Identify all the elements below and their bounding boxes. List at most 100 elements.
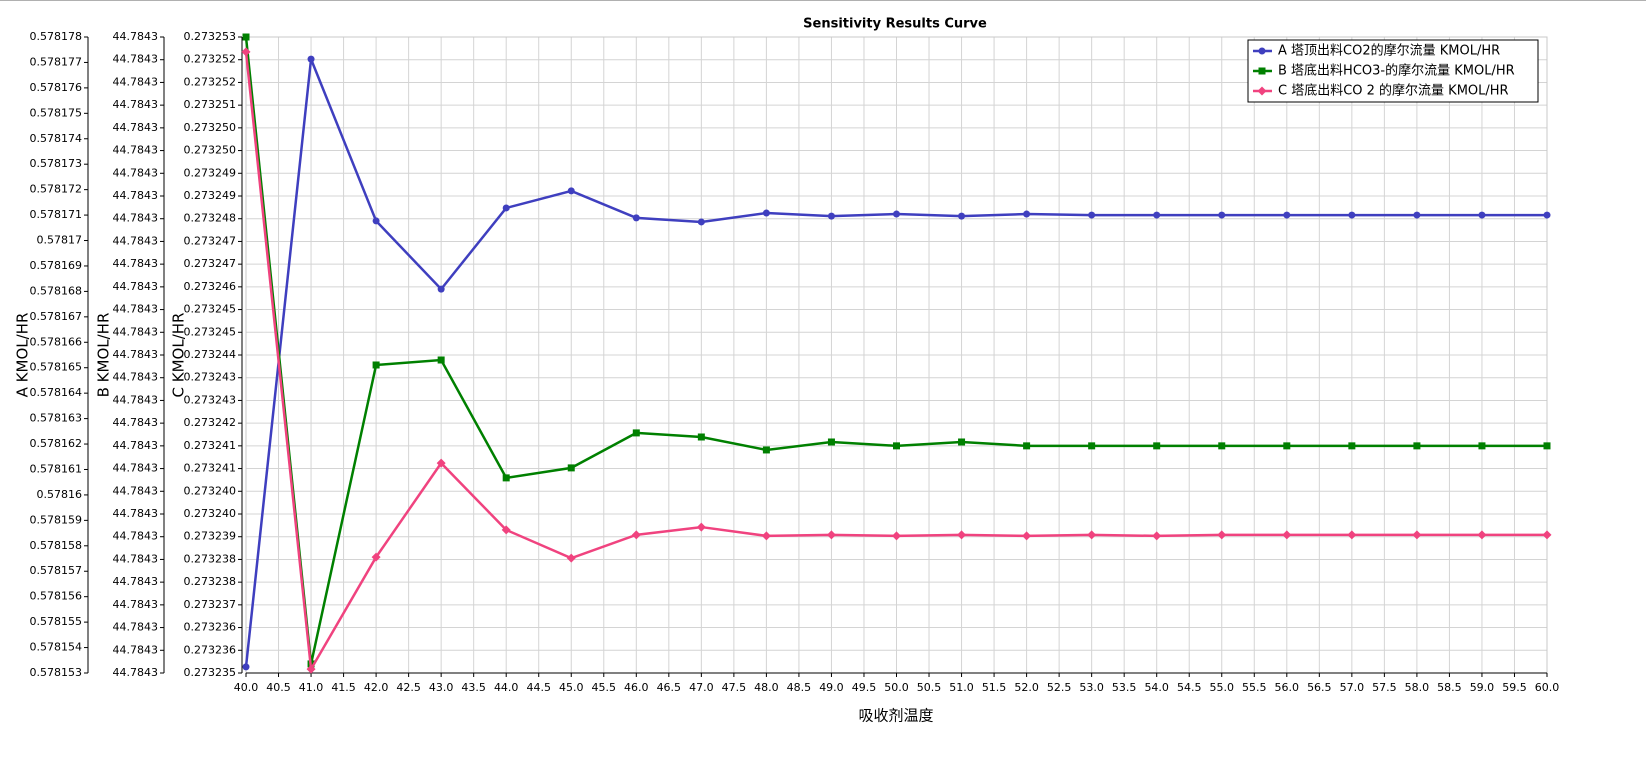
- legend-text: C 塔底出料CO 2 的摩尔流量 KMOL/HR: [1278, 83, 1509, 99]
- x-tick-label: 52.5: [1047, 681, 1072, 694]
- point: [1348, 442, 1356, 450]
- y-tick-label: 44.7843: [113, 575, 159, 588]
- y-tick-label: 0.578153: [30, 666, 83, 679]
- y2-axis-title: B KMOL/HR: [95, 313, 113, 398]
- x-tick-label: 55.5: [1242, 681, 1267, 694]
- point: [436, 458, 446, 468]
- point: [1152, 531, 1162, 541]
- x-tick-label: 49.0: [819, 681, 844, 694]
- point: [762, 209, 770, 217]
- y-tick-label: 0.273252: [184, 75, 237, 88]
- x-tick-label: 46.0: [624, 681, 649, 694]
- point: [1347, 530, 1357, 540]
- x-tick-label: 53.0: [1079, 681, 1104, 694]
- point: [372, 217, 380, 225]
- point: [307, 55, 315, 63]
- point: [762, 446, 770, 454]
- legend-text: B 塔底出料HCO3-的摩尔流量 KMOL/HR: [1278, 63, 1515, 79]
- y-tick-label: 44.7843: [113, 484, 159, 497]
- point: [761, 531, 771, 541]
- x-tick-label: 42.0: [364, 681, 389, 694]
- point: [1413, 211, 1421, 219]
- y-tick-label: 44.7843: [113, 166, 159, 179]
- point: [696, 522, 706, 532]
- legend-text: A 塔顶出料CO2的摩尔流量 KMOL/HR: [1278, 43, 1500, 59]
- y-tick-label: 44.7843: [113, 144, 159, 157]
- point: [1348, 211, 1356, 219]
- x-tick-label: 58.0: [1405, 681, 1430, 694]
- y-tick-label: 44.7843: [113, 416, 159, 429]
- x-tick-label: 41.0: [299, 681, 324, 694]
- y-tick-label: 0.578176: [30, 81, 83, 94]
- point: [566, 553, 576, 563]
- x-tick-label: 48.5: [787, 681, 812, 694]
- point: [1478, 211, 1486, 219]
- x-tick-label: 40.5: [266, 681, 291, 694]
- y-tick-label: 44.7843: [113, 621, 159, 634]
- y-tick-label: 0.273241: [184, 439, 237, 452]
- y-tick-label: 0.273245: [184, 303, 237, 316]
- point: [827, 438, 835, 446]
- y-tick-label: 44.7843: [113, 189, 159, 202]
- y-tick-label: 0.57816: [37, 488, 83, 501]
- x-tick-label: 58.5: [1437, 681, 1462, 694]
- x-tick-label: 44.0: [494, 681, 519, 694]
- legend-marker: [1257, 86, 1267, 96]
- series: [241, 47, 1552, 674]
- y-tick-label: 0.578164: [30, 386, 83, 399]
- point: [306, 664, 316, 674]
- point: [1023, 210, 1031, 218]
- point: [1218, 211, 1226, 219]
- x-tick-label: 56.5: [1307, 681, 1332, 694]
- y-tick-label: 44.7843: [113, 303, 159, 316]
- y-tick-label: 0.273243: [184, 371, 237, 384]
- y-tick-label: 0.273237: [184, 598, 237, 611]
- point: [437, 285, 445, 293]
- point: [1478, 442, 1486, 450]
- y-tick-label: 0.578172: [30, 183, 83, 196]
- point: [631, 530, 641, 540]
- point: [372, 361, 380, 369]
- x-tick-label: 57.5: [1372, 681, 1397, 694]
- y-tick-label: 0.273249: [184, 189, 237, 202]
- y-tick-label: 44.7843: [113, 325, 159, 338]
- y-tick-label: 0.578169: [30, 259, 83, 272]
- point: [893, 210, 900, 218]
- x-tick-label: 52.0: [1014, 681, 1039, 694]
- point: [892, 531, 901, 541]
- y-tick-label: 0.578165: [30, 361, 83, 374]
- legend-marker: [1258, 67, 1266, 75]
- y-tick-label: 0.273252: [184, 53, 237, 66]
- y-tick-label: 44.7843: [113, 234, 159, 247]
- y-tick-label: 0.273248: [184, 212, 237, 225]
- point: [697, 433, 705, 441]
- y-tick-label: 0.273245: [184, 325, 237, 338]
- y-tick-label: 44.7843: [113, 393, 159, 406]
- x-tick-label: 59.5: [1502, 681, 1527, 694]
- y-tick-label: 44.7843: [113, 257, 159, 270]
- point: [1543, 211, 1551, 219]
- point: [958, 438, 966, 446]
- y-tick-label: 0.57817: [37, 234, 83, 247]
- x-tick-label: 50.5: [917, 681, 942, 694]
- y-tick-label: 0.578173: [30, 157, 83, 170]
- point: [567, 187, 575, 195]
- y-tick-label: 44.7843: [113, 552, 159, 565]
- y-tick-label: 44.7843: [113, 212, 159, 225]
- y-tick-label: 0.273240: [184, 484, 237, 497]
- point: [957, 530, 967, 540]
- point: [1088, 211, 1096, 219]
- x-tick-label: 45.5: [592, 681, 617, 694]
- point: [242, 33, 250, 41]
- y-tick-label: 0.578177: [30, 55, 83, 68]
- y-tick-label: 0.273247: [184, 257, 237, 270]
- point: [1217, 530, 1227, 540]
- point: [1153, 211, 1161, 219]
- y-tick-label: 44.7843: [113, 462, 159, 475]
- y-tick-label: 0.578154: [30, 641, 83, 654]
- point: [371, 552, 381, 562]
- y-axis-title: A KMOL/HR: [14, 313, 32, 398]
- y-tick-label: 44.7843: [113, 530, 159, 543]
- y-tick-label: 0.578161: [30, 462, 83, 475]
- y-tick-label: 0.273250: [184, 144, 237, 157]
